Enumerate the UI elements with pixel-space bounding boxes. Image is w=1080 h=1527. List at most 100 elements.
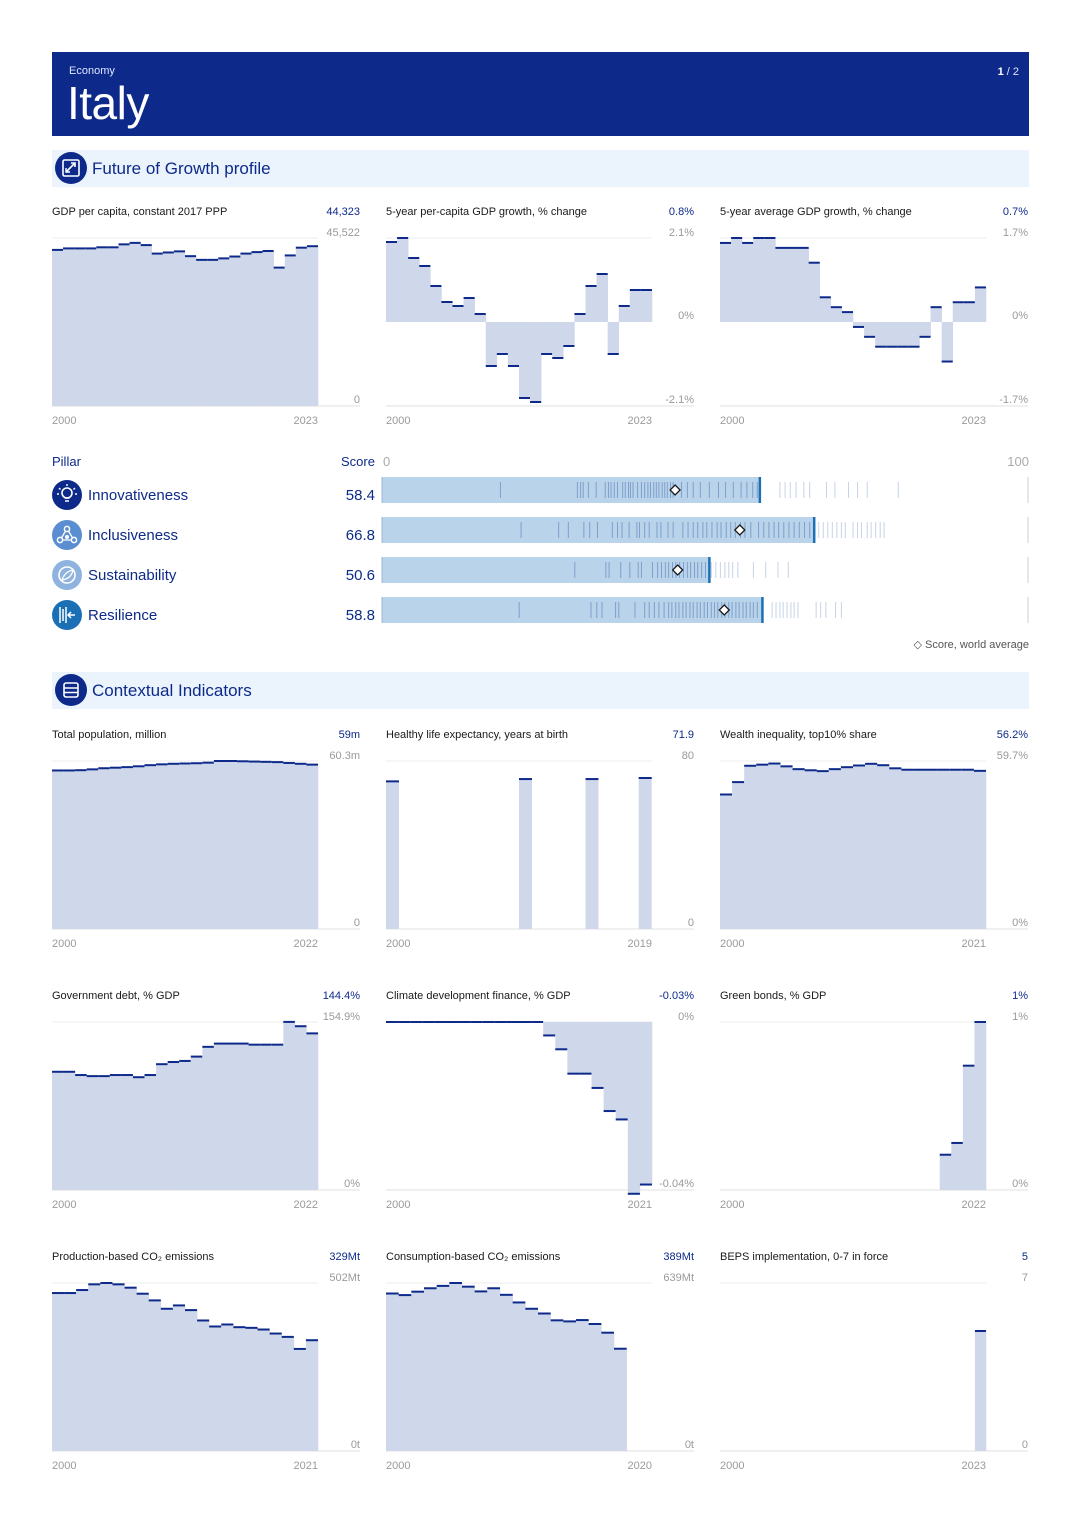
data-bar — [552, 322, 564, 358]
chart-latest-value: 0.8% — [668, 206, 694, 218]
data-bar — [257, 1329, 270, 1451]
network-icon — [52, 520, 82, 550]
data-bar — [496, 322, 509, 354]
chart-latest-value: 56.2% — [996, 729, 1028, 741]
x-axis-start-label: 2000 — [720, 415, 744, 427]
y-axis-min-label: 0% — [1012, 917, 1028, 929]
data-bar — [121, 1075, 134, 1190]
pillar-bar — [381, 557, 1029, 583]
data-bar — [865, 763, 878, 929]
chart-svg: 154.9% 0% 2000 2022 — [52, 1011, 360, 1211]
x-axis-start-label: 2000 — [52, 1199, 76, 1211]
data-bar — [196, 259, 208, 406]
data-bar — [190, 763, 203, 929]
pillar-score: 58.4 — [345, 487, 375, 504]
data-bar — [295, 247, 308, 406]
data-bar — [588, 1324, 602, 1451]
data-bar — [202, 1046, 215, 1190]
data-bar — [386, 242, 398, 322]
data-bar — [75, 1075, 87, 1190]
score-bar-fill — [382, 517, 815, 543]
data-bar — [85, 248, 97, 406]
pillar-name: Inclusiveness — [88, 527, 179, 544]
data-bar — [830, 307, 843, 322]
data-bar — [538, 1313, 551, 1451]
data-bar — [221, 1324, 234, 1451]
data-bar — [109, 1075, 122, 1190]
x-axis-start-label: 2000 — [52, 415, 76, 427]
chart-panel-climate-finance: Climate development finance, % GDP -0.03… — [386, 990, 694, 1230]
data-bar — [474, 1291, 488, 1451]
data-bar — [218, 258, 230, 406]
data-bar — [567, 1022, 580, 1074]
x-axis-end-label: 2023 — [962, 1460, 986, 1472]
chart-panel-gdp-growth-per-capita: 5-year per-capita GDP growth, % change 0… — [386, 206, 694, 446]
y-axis-min-label: 0% — [1012, 1178, 1028, 1190]
data-bar — [207, 259, 219, 406]
data-bar — [283, 1021, 296, 1190]
page-current: 1 — [997, 66, 1004, 78]
data-bar — [886, 322, 898, 347]
scale-max-label: 100 — [1007, 454, 1029, 469]
chart-title: Government debt, % GDP — [52, 990, 180, 1002]
chart-title: BEPS implementation, 0-7 in force — [720, 1251, 889, 1263]
data-bar — [768, 763, 781, 929]
section-title: Future of Growth profile — [92, 159, 271, 178]
data-bar — [74, 248, 86, 406]
data-bar — [732, 782, 745, 929]
section-contextual-indicators: Contextual Indicators — [52, 672, 1029, 709]
data-bar — [52, 1293, 65, 1451]
page-indicator: 1 / 2 — [998, 66, 1019, 78]
y-axis-min-label: -0.04% — [659, 1178, 694, 1190]
data-bar — [273, 267, 286, 406]
data-bar — [281, 1336, 295, 1451]
data-bar — [76, 1290, 89, 1451]
data-bar — [463, 298, 475, 322]
data-bar — [939, 1154, 952, 1190]
data-bar — [462, 1286, 475, 1451]
data-bar — [614, 1348, 627, 1451]
growth-chart-icon — [55, 152, 87, 184]
x-axis-start-label: 2000 — [386, 938, 410, 950]
data-bar — [209, 1326, 222, 1451]
x-axis-end-label: 2020 — [628, 1460, 652, 1472]
y-axis-min-label: 0t — [351, 1439, 360, 1451]
data-bar — [441, 302, 453, 322]
x-axis-end-label: 2021 — [962, 938, 986, 950]
data-bar — [173, 251, 186, 406]
data-bar — [179, 763, 192, 929]
data-bar — [563, 322, 575, 346]
chart-title: 5-year per-capita GDP growth, % change — [386, 206, 587, 218]
pillar-score: 58.8 — [345, 607, 375, 624]
data-bar — [271, 762, 284, 929]
pillar-name: Innovativeness — [88, 487, 189, 504]
x-axis-start-label: 2000 — [52, 1460, 76, 1472]
data-bar — [519, 779, 532, 929]
data-bar — [925, 769, 938, 929]
y-axis-min-label: 0 — [1022, 1439, 1028, 1451]
x-axis-end-label: 2023 — [962, 415, 986, 427]
data-bar — [293, 1348, 307, 1451]
data-bar — [430, 286, 442, 322]
data-bar — [225, 1043, 238, 1190]
data-bar — [132, 1077, 145, 1190]
data-bar — [841, 312, 854, 322]
data-bar — [638, 778, 652, 929]
x-axis-end-label: 2022 — [962, 1199, 986, 1211]
y-axis-min-label: 0 — [354, 394, 360, 406]
data-bar — [853, 322, 865, 327]
chart-panel-gdp-per-capita: GDP per capita, constant 2017 PPP 44,323… — [52, 206, 360, 446]
data-bar — [233, 1327, 246, 1451]
pillar-bar — [381, 597, 1029, 623]
y-axis-max-label: 45,522 — [326, 227, 360, 239]
data-bar — [248, 761, 261, 929]
chart-latest-value: 44,323 — [326, 206, 360, 218]
pillar-scores: Pillar Score 0 100 Innovativeness 58.4 I… — [52, 452, 1029, 652]
data-bar — [237, 1043, 249, 1190]
pillar-score: 50.6 — [345, 567, 375, 584]
data-bar — [185, 256, 197, 406]
data-bar — [897, 322, 909, 347]
data-bar — [63, 1071, 76, 1190]
page-total: / 2 — [1003, 66, 1019, 78]
data-bar — [941, 322, 954, 362]
